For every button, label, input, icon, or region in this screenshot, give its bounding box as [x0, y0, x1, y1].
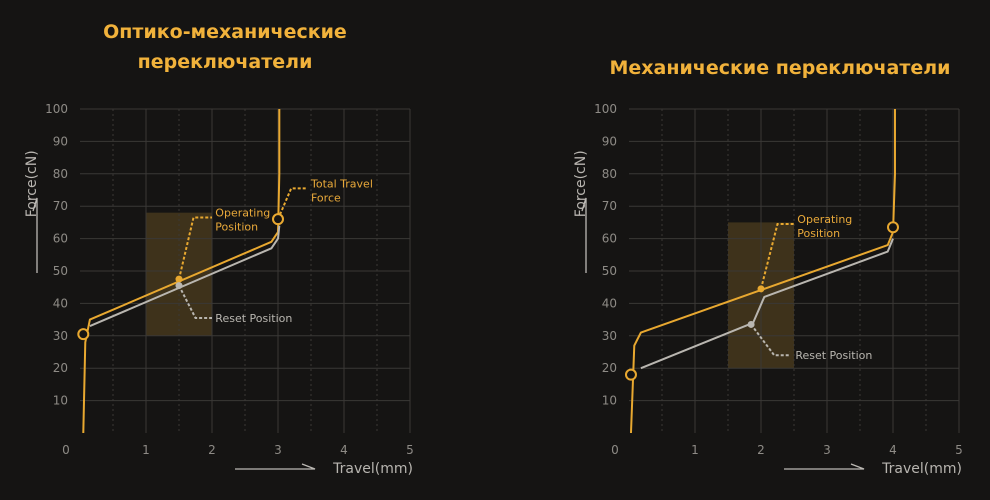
mechanical-ytick-50: 50 — [602, 264, 617, 278]
optical-ytick-90: 90 — [53, 134, 68, 148]
optical-ytick-100: 100 — [45, 102, 68, 116]
optical-ytick-50: 50 — [53, 264, 68, 278]
optical-xtick-3: 3 — [274, 443, 282, 457]
optical-x-axis-arrow — [235, 463, 316, 470]
mechanical-annotation-leader-0 — [760, 223, 794, 290]
mechanical-ytick-100: 100 — [594, 102, 617, 116]
optical-xtick-1: 1 — [142, 443, 150, 457]
optical-xtick-2: 2 — [208, 443, 216, 457]
optical-marker-circle-0 — [77, 328, 90, 341]
mechanical-ytick-70: 70 — [602, 199, 617, 213]
optical-annotation-leader-1 — [178, 285, 212, 319]
optical-ytick-70: 70 — [53, 199, 68, 213]
optical-marker-circle-1 — [272, 213, 284, 226]
mechanical-xtick-1: 1 — [691, 443, 699, 457]
mechanical-xtick-4: 4 — [889, 443, 897, 457]
optical-y-axis-arrow — [32, 197, 38, 273]
mechanical-marker-dot-2 — [757, 285, 765, 293]
optical-series-line-0 — [82, 109, 281, 434]
optical-annotation-label-2: Total Travel Force — [310, 177, 373, 204]
mechanical-ytick-90: 90 — [602, 134, 617, 148]
mechanical-ytick-40: 40 — [602, 296, 617, 310]
mechanical-series-line-1 — [640, 238, 894, 370]
optical-annotation-leader-0 — [178, 216, 212, 280]
mechanical-ytick-10: 10 — [602, 394, 617, 408]
optical-ytick-20: 20 — [53, 361, 68, 375]
mechanical-series-line-0 — [629, 109, 896, 434]
chart-title-optical: Оптико-механические переключатели — [103, 21, 347, 73]
mechanical-annotation-label-1: Reset Position — [795, 349, 872, 362]
optical-xtick-5: 5 — [406, 443, 414, 457]
chart-title-mechanical: Механические переключатели — [609, 57, 951, 79]
mechanical-marker-circle-1 — [887, 221, 899, 234]
optical-xtick-0: 0 — [62, 443, 70, 457]
mechanical-annotation-leader-1 — [750, 323, 791, 357]
mechanical-ytick-60: 60 — [602, 232, 617, 246]
optical-xtick-4: 4 — [340, 443, 348, 457]
mechanical-ytick-30: 30 — [602, 329, 617, 343]
mechanical-ytick-80: 80 — [602, 167, 617, 181]
optical-annotation-label-1: Reset Position — [215, 312, 292, 325]
optical-marker-dot-2 — [175, 275, 183, 283]
optical-ytick-10: 10 — [53, 394, 68, 408]
optical-ytick-40: 40 — [53, 296, 68, 310]
mechanical-xtick-5: 5 — [955, 443, 963, 457]
optical-annotation-leader-2 — [277, 187, 308, 220]
optical-ytick-30: 30 — [53, 329, 68, 343]
optical-ytick-60: 60 — [53, 232, 68, 246]
optical-marker-dot-3 — [175, 282, 183, 290]
optical-x-axis-label: Travel(mm) — [332, 461, 413, 477]
optical-ytick-80: 80 — [53, 167, 68, 181]
mechanical-annotation-label-0: Operating Position — [797, 213, 852, 240]
mechanical-y-axis-arrow — [581, 197, 587, 273]
mechanical-xtick-2: 2 — [757, 443, 765, 457]
mechanical-x-axis-label: Travel(mm) — [881, 461, 962, 477]
mechanical-marker-dot-3 — [747, 320, 755, 328]
mechanical-marker-circle-0 — [624, 368, 637, 381]
optical-annotation-label-0: Operating Position — [215, 207, 270, 234]
mechanical-xtick-0: 0 — [611, 443, 619, 457]
mechanical-x-axis-arrow — [784, 463, 865, 470]
mechanical-xtick-3: 3 — [823, 443, 831, 457]
mechanical-ytick-20: 20 — [602, 361, 617, 375]
